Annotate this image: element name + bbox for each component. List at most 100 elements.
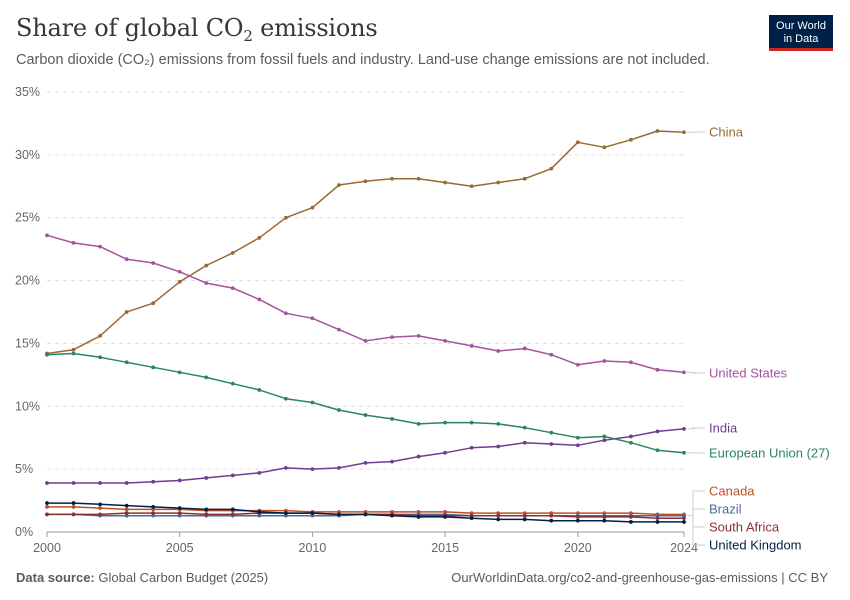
data-point[interactable] <box>283 215 288 220</box>
data-point[interactable] <box>230 381 235 386</box>
data-point[interactable] <box>257 297 262 302</box>
data-point[interactable] <box>204 476 209 480</box>
data-point[interactable] <box>45 352 49 357</box>
series-label[interactable]: European Union (27) <box>709 446 830 461</box>
data-point[interactable] <box>629 520 633 524</box>
data-point[interactable] <box>629 360 633 365</box>
data-point[interactable] <box>310 511 315 516</box>
series-label[interactable]: India <box>709 421 738 436</box>
data-point[interactable] <box>496 349 501 353</box>
data-point[interactable] <box>283 465 288 470</box>
data-point[interactable] <box>124 503 129 508</box>
data-point[interactable] <box>177 269 182 274</box>
data-point[interactable] <box>602 359 607 363</box>
data-point[interactable] <box>257 235 262 240</box>
data-point[interactable] <box>575 443 580 448</box>
data-point[interactable] <box>416 421 421 426</box>
data-point[interactable] <box>655 448 660 453</box>
data-point[interactable] <box>522 517 527 522</box>
data-point[interactable] <box>602 145 607 150</box>
data-point[interactable] <box>204 375 209 380</box>
data-point[interactable] <box>655 429 660 434</box>
data-point[interactable] <box>549 513 554 518</box>
data-point[interactable] <box>230 512 235 517</box>
data-point[interactable] <box>257 509 262 514</box>
data-point[interactable] <box>522 513 527 518</box>
data-point[interactable] <box>682 450 686 455</box>
data-point[interactable] <box>575 518 580 523</box>
data-point[interactable] <box>390 176 394 181</box>
data-point[interactable] <box>629 440 633 445</box>
data-point[interactable] <box>98 481 102 485</box>
series-label[interactable]: China <box>709 125 744 140</box>
data-point[interactable] <box>549 518 554 523</box>
data-point[interactable] <box>177 511 182 516</box>
data-point[interactable] <box>124 310 129 314</box>
data-point[interactable] <box>337 408 341 412</box>
data-point[interactable] <box>655 516 660 521</box>
data-point[interactable] <box>682 427 686 431</box>
data-point[interactable] <box>151 365 156 370</box>
data-point[interactable] <box>416 515 421 519</box>
data-point[interactable] <box>98 333 102 338</box>
data-point[interactable] <box>363 512 368 517</box>
data-point[interactable] <box>549 166 554 171</box>
data-point[interactable] <box>655 129 660 133</box>
data-point[interactable] <box>496 513 501 518</box>
data-point[interactable] <box>682 370 686 375</box>
data-point[interactable] <box>71 501 76 505</box>
data-point[interactable] <box>416 333 421 338</box>
data-point[interactable] <box>469 344 474 348</box>
data-point[interactable] <box>522 440 527 445</box>
data-point[interactable] <box>230 473 235 478</box>
data-point[interactable] <box>390 459 394 464</box>
data-point[interactable] <box>257 388 262 392</box>
data-point[interactable] <box>443 339 448 343</box>
data-point[interactable] <box>124 481 129 485</box>
data-point[interactable] <box>177 370 182 375</box>
series-label[interactable]: United States <box>709 366 788 381</box>
data-point[interactable] <box>124 257 129 262</box>
data-point[interactable] <box>469 445 474 450</box>
data-point[interactable] <box>469 184 474 189</box>
data-point[interactable] <box>682 516 686 521</box>
data-point[interactable] <box>443 180 448 185</box>
series-label[interactable]: United Kingdom <box>709 538 802 553</box>
data-point[interactable] <box>204 512 209 517</box>
data-point[interactable] <box>204 281 209 285</box>
data-point[interactable] <box>283 396 288 401</box>
data-point[interactable] <box>602 518 607 523</box>
data-point[interactable] <box>177 279 182 284</box>
data-point[interactable] <box>522 346 527 351</box>
data-point[interactable] <box>45 233 49 238</box>
series-line[interactable] <box>46 130 685 355</box>
data-point[interactable] <box>469 516 474 521</box>
series-label[interactable]: Brazil <box>709 502 742 517</box>
series-line[interactable] <box>46 352 685 454</box>
owid-logo[interactable]: Our World in Data <box>769 15 833 51</box>
data-point[interactable] <box>337 512 341 517</box>
data-point[interactable] <box>257 471 262 475</box>
data-point[interactable] <box>602 515 607 519</box>
data-point[interactable] <box>71 347 76 352</box>
data-point[interactable] <box>363 413 368 417</box>
data-point[interactable] <box>98 512 102 517</box>
data-point[interactable] <box>522 425 527 430</box>
data-point[interactable] <box>45 481 49 485</box>
data-point[interactable] <box>629 515 633 519</box>
data-point[interactable] <box>629 434 633 439</box>
data-point[interactable] <box>230 507 235 512</box>
data-point[interactable] <box>390 335 394 340</box>
data-point[interactable] <box>575 435 580 440</box>
data-point[interactable] <box>443 420 448 425</box>
data-point[interactable] <box>124 507 129 512</box>
data-point[interactable] <box>177 478 182 483</box>
data-point[interactable] <box>204 263 209 268</box>
data-point[interactable] <box>124 511 129 516</box>
data-point[interactable] <box>283 511 288 516</box>
data-point[interactable] <box>496 517 501 522</box>
data-point[interactable] <box>549 352 554 357</box>
data-point[interactable] <box>71 512 76 517</box>
data-point[interactable] <box>390 416 394 421</box>
data-point[interactable] <box>575 515 580 519</box>
